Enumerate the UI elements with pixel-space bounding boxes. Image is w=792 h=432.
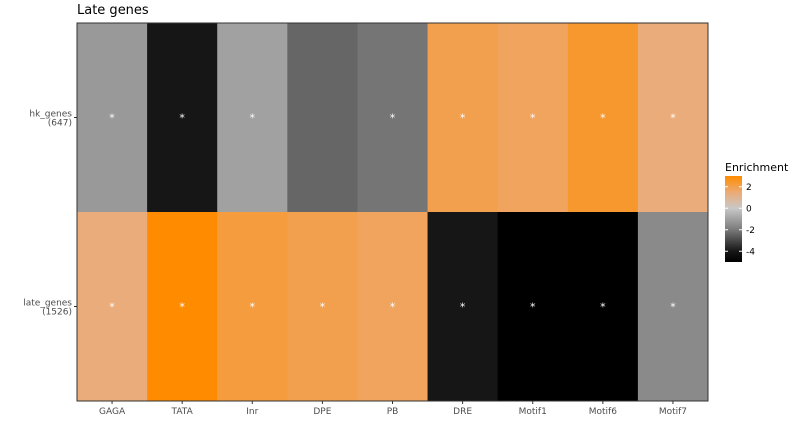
- legend-tick-label: 2: [746, 183, 752, 193]
- significance-star: *: [670, 112, 676, 125]
- legend-colorbar: [725, 176, 742, 262]
- significance-star: *: [530, 112, 536, 125]
- x-tick-label: PB: [387, 407, 399, 417]
- heatmap-cell: [287, 212, 358, 402]
- legend-title: Enrichment: [725, 161, 789, 174]
- y-tick-count: (647): [48, 119, 72, 129]
- heatmap-cell: [357, 212, 429, 402]
- x-tick-label: Motif6: [589, 407, 617, 417]
- x-tick-label: DPE: [313, 407, 331, 417]
- heatmap-cell: [77, 23, 148, 213]
- significance-star: *: [670, 301, 676, 314]
- heatmap-cell: [147, 212, 218, 402]
- legend-tick-label: -4: [746, 247, 755, 257]
- x-tick-label: TATA: [171, 407, 194, 417]
- significance-star: *: [460, 301, 466, 314]
- significance-star: *: [460, 112, 466, 125]
- x-axis: GAGA TATA Inr DPE PB DRE Motif1 Motif6 Motif7: [99, 401, 687, 417]
- x-tick-label: Motif7: [659, 407, 687, 417]
- heatmap-cell: [357, 23, 429, 213]
- significance-star: *: [109, 301, 115, 314]
- legend-tick-label: 0: [746, 204, 752, 214]
- y-tick-label: late_genes: [23, 299, 72, 309]
- heatmap-cell: [637, 23, 709, 213]
- significance-star: *: [390, 301, 396, 314]
- x-tick-label: DRE: [453, 407, 472, 417]
- chart-title: Late genes: [77, 3, 149, 18]
- heatmap-cell: [637, 212, 709, 402]
- significance-star: *: [530, 301, 536, 314]
- legend-tick-label: -2: [746, 226, 755, 236]
- significance-star: *: [179, 301, 185, 314]
- heatmap-cell: [217, 212, 288, 402]
- y-tick-count: (1526): [42, 308, 72, 318]
- heatmap-cells: [77, 23, 709, 402]
- heatmap-cell: [497, 212, 569, 402]
- significance-star: *: [109, 112, 115, 125]
- significance-star: *: [179, 112, 185, 125]
- significance-star: *: [600, 301, 606, 314]
- y-axis: hk_genes(647) late_genes(1526): [23, 110, 77, 318]
- heatmap-cell: [497, 23, 569, 213]
- heatmap-cell: [217, 23, 288, 213]
- heatmap-cell: [427, 23, 499, 213]
- significance-star: *: [600, 112, 606, 125]
- heatmap-cell: [427, 212, 499, 402]
- heatmap-cell: [77, 212, 148, 402]
- heatmap-cell: [287, 23, 358, 213]
- y-tick-label: hk_genes: [29, 110, 72, 120]
- significance-markers: * * * * * * * * * * * * * * * * *: [109, 112, 676, 314]
- significance-star: *: [390, 112, 396, 125]
- significance-star: *: [320, 301, 326, 314]
- legend: Enrichment 2 0 -2 -4: [725, 161, 789, 262]
- heatmap-cell: [567, 23, 639, 213]
- heatmap-cell: [567, 212, 639, 402]
- significance-star: *: [250, 301, 256, 314]
- significance-star: *: [250, 112, 256, 125]
- x-tick-label: Motif1: [519, 407, 547, 417]
- heatmap-cell: [147, 23, 218, 213]
- x-tick-label: Inr: [246, 407, 258, 417]
- x-tick-label: GAGA: [99, 407, 126, 417]
